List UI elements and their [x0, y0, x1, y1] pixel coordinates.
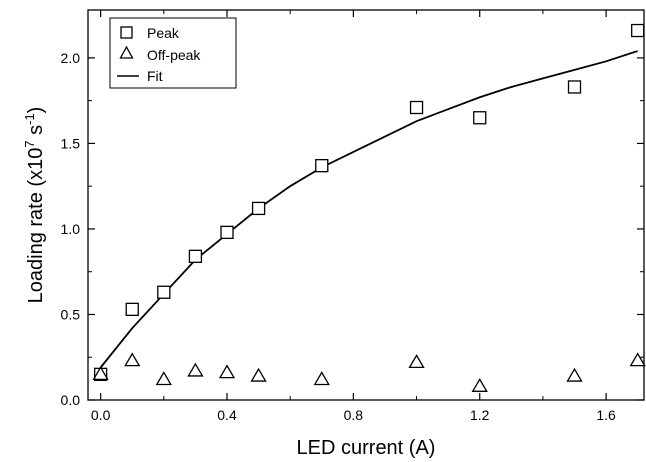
plot-frame — [87, 9, 645, 401]
y-axis-title-prefix: Loading rate (x10 — [25, 148, 47, 304]
peak-point — [473, 111, 487, 125]
y-tick-label: 1.0 — [61, 221, 81, 237]
fit-curve — [99, 50, 638, 369]
marker-layer — [92, 23, 646, 392]
x-tick-label: 1.2 — [470, 407, 490, 423]
legend-peak-marker — [120, 26, 133, 39]
x-axis-tick-labels: 0.0 0.4 0.8 1.2 1.6 — [91, 407, 616, 423]
y-axis-title-exp2: -1 — [22, 113, 37, 125]
y-axis-tick-labels: 0.0 0.5 1.0 1.5 2.0 — [61, 50, 81, 408]
peak-point — [188, 249, 203, 263]
y-tick-label: 0.5 — [61, 306, 81, 322]
y-tick-label: 0.0 — [61, 392, 81, 408]
y-axis-title-suffix: ) — [25, 107, 47, 114]
legend-offpeak-label: Off-peak — [147, 47, 201, 63]
peak-point — [409, 100, 424, 115]
offpeak-point — [155, 371, 172, 386]
offpeak-point — [566, 367, 583, 382]
peak-point — [315, 159, 329, 173]
fit-layer — [99, 50, 638, 369]
offpeak-point — [629, 352, 646, 367]
offpeak-point — [313, 371, 330, 386]
y-tick-label: 1.5 — [61, 135, 81, 151]
offpeak-point — [92, 366, 109, 380]
y-axis-title: Loading rate (x107 s-1) — [22, 107, 47, 304]
x-axis-title: LED current (A) — [297, 437, 436, 459]
peak-point — [631, 23, 645, 38]
x-axis-ticks — [100, 10, 607, 400]
offpeak-point — [187, 362, 204, 377]
peak-point — [157, 285, 171, 299]
peak-point — [567, 80, 582, 94]
x-tick-label: 0.0 — [91, 407, 111, 423]
legend-peak-label: Peak — [147, 25, 180, 41]
peak-point — [220, 225, 234, 240]
y-axis-title-exp1: 7 — [22, 140, 37, 147]
legend: Peak Off-peak Fit — [109, 17, 237, 89]
peak-point — [251, 201, 266, 216]
offpeak-point — [218, 364, 236, 379]
y-tick-label: 2.0 — [61, 50, 81, 66]
y-axis-ticks — [88, 57, 644, 401]
peak-point — [125, 302, 139, 316]
offpeak-point — [124, 352, 141, 367]
x-tick-label: 0.8 — [344, 407, 364, 423]
offpeak-point — [408, 354, 425, 369]
legend-fit-label: Fit — [147, 68, 163, 84]
y-axis-title-mid: s — [25, 125, 47, 141]
legend-offpeak-marker — [119, 45, 134, 59]
offpeak-point — [471, 378, 488, 392]
offpeak-point — [250, 367, 267, 382]
x-tick-label: 1.6 — [596, 407, 616, 423]
x-tick-label: 0.4 — [217, 407, 237, 423]
